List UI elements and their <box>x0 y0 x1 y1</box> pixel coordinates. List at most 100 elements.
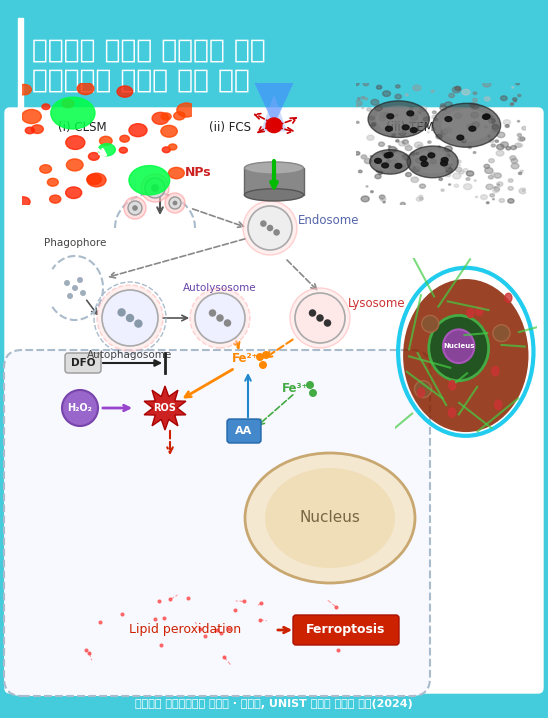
Circle shape <box>152 112 169 124</box>
Circle shape <box>390 167 397 171</box>
Ellipse shape <box>414 381 432 398</box>
Circle shape <box>64 280 70 286</box>
Circle shape <box>102 290 158 346</box>
Circle shape <box>495 140 499 142</box>
Circle shape <box>406 172 412 177</box>
Circle shape <box>362 107 364 108</box>
Circle shape <box>505 293 512 302</box>
Text: 나노입자의 세포내 거동 분석: 나노입자의 세포내 거동 분석 <box>32 68 250 94</box>
Circle shape <box>173 200 178 205</box>
Text: (ii) FCS: (ii) FCS <box>209 121 251 134</box>
Circle shape <box>151 184 159 192</box>
Text: DFO: DFO <box>71 358 95 368</box>
Circle shape <box>444 164 450 168</box>
Text: Endosome: Endosome <box>298 213 359 226</box>
Circle shape <box>456 88 460 90</box>
Circle shape <box>496 182 503 187</box>
Circle shape <box>99 144 115 156</box>
Circle shape <box>495 400 502 409</box>
Circle shape <box>209 309 216 317</box>
Circle shape <box>396 140 399 142</box>
Circle shape <box>364 159 372 164</box>
Circle shape <box>162 147 170 153</box>
Circle shape <box>450 164 452 165</box>
Circle shape <box>424 124 429 127</box>
Circle shape <box>367 135 374 140</box>
Circle shape <box>394 149 397 151</box>
Circle shape <box>309 389 317 397</box>
Circle shape <box>396 114 398 116</box>
Circle shape <box>511 103 513 104</box>
Circle shape <box>486 185 493 190</box>
Circle shape <box>402 140 408 144</box>
FancyBboxPatch shape <box>5 108 543 693</box>
Ellipse shape <box>245 453 415 583</box>
Circle shape <box>510 156 516 160</box>
Circle shape <box>421 162 428 167</box>
Circle shape <box>429 151 432 153</box>
Polygon shape <box>261 95 287 131</box>
Circle shape <box>393 134 396 136</box>
Circle shape <box>383 90 391 96</box>
Circle shape <box>518 144 523 147</box>
Text: Lipid peroxidation: Lipid peroxidation <box>129 623 241 636</box>
Circle shape <box>420 157 427 161</box>
Circle shape <box>454 113 462 118</box>
Circle shape <box>471 112 478 118</box>
Circle shape <box>395 122 399 125</box>
Ellipse shape <box>265 468 395 568</box>
FancyBboxPatch shape <box>293 615 399 645</box>
Circle shape <box>87 174 101 185</box>
Circle shape <box>414 142 423 148</box>
Circle shape <box>418 145 421 148</box>
Text: Autophagosome: Autophagosome <box>87 350 173 360</box>
Text: 멀티모달 이미징 플랫폼을 통한: 멀티모달 이미징 플랫폼을 통한 <box>32 38 266 64</box>
Circle shape <box>504 120 511 125</box>
Circle shape <box>371 124 375 127</box>
Circle shape <box>517 121 520 122</box>
Circle shape <box>512 87 514 88</box>
Circle shape <box>379 116 386 121</box>
Circle shape <box>355 106 357 107</box>
Circle shape <box>132 205 138 211</box>
Circle shape <box>124 197 146 219</box>
Circle shape <box>444 102 452 108</box>
Circle shape <box>168 144 177 150</box>
Circle shape <box>466 171 474 176</box>
Circle shape <box>129 123 147 136</box>
Circle shape <box>372 123 376 126</box>
Circle shape <box>353 82 359 85</box>
Circle shape <box>47 178 58 186</box>
Text: NPs: NPs <box>185 167 212 180</box>
Circle shape <box>481 195 487 200</box>
Circle shape <box>371 99 379 105</box>
Circle shape <box>416 152 419 154</box>
Circle shape <box>388 146 391 147</box>
Circle shape <box>487 202 489 204</box>
Ellipse shape <box>421 315 439 332</box>
Circle shape <box>473 92 477 95</box>
Text: Nucleus: Nucleus <box>443 343 475 349</box>
Circle shape <box>256 353 264 361</box>
Circle shape <box>496 151 504 156</box>
Ellipse shape <box>376 106 421 133</box>
Circle shape <box>467 124 473 129</box>
Circle shape <box>441 189 444 191</box>
Circle shape <box>417 112 420 114</box>
Circle shape <box>400 164 404 167</box>
Circle shape <box>243 201 297 255</box>
Text: Nucleus: Nucleus <box>300 510 361 526</box>
Circle shape <box>399 131 406 136</box>
Circle shape <box>248 206 292 250</box>
Circle shape <box>430 159 436 164</box>
Circle shape <box>428 141 431 144</box>
Circle shape <box>508 199 514 203</box>
Circle shape <box>511 163 519 169</box>
Text: Autolysosome: Autolysosome <box>183 283 257 293</box>
Circle shape <box>510 103 513 106</box>
Circle shape <box>420 184 425 188</box>
Circle shape <box>50 195 61 203</box>
Circle shape <box>120 135 129 142</box>
Circle shape <box>518 172 522 174</box>
Circle shape <box>126 314 134 322</box>
